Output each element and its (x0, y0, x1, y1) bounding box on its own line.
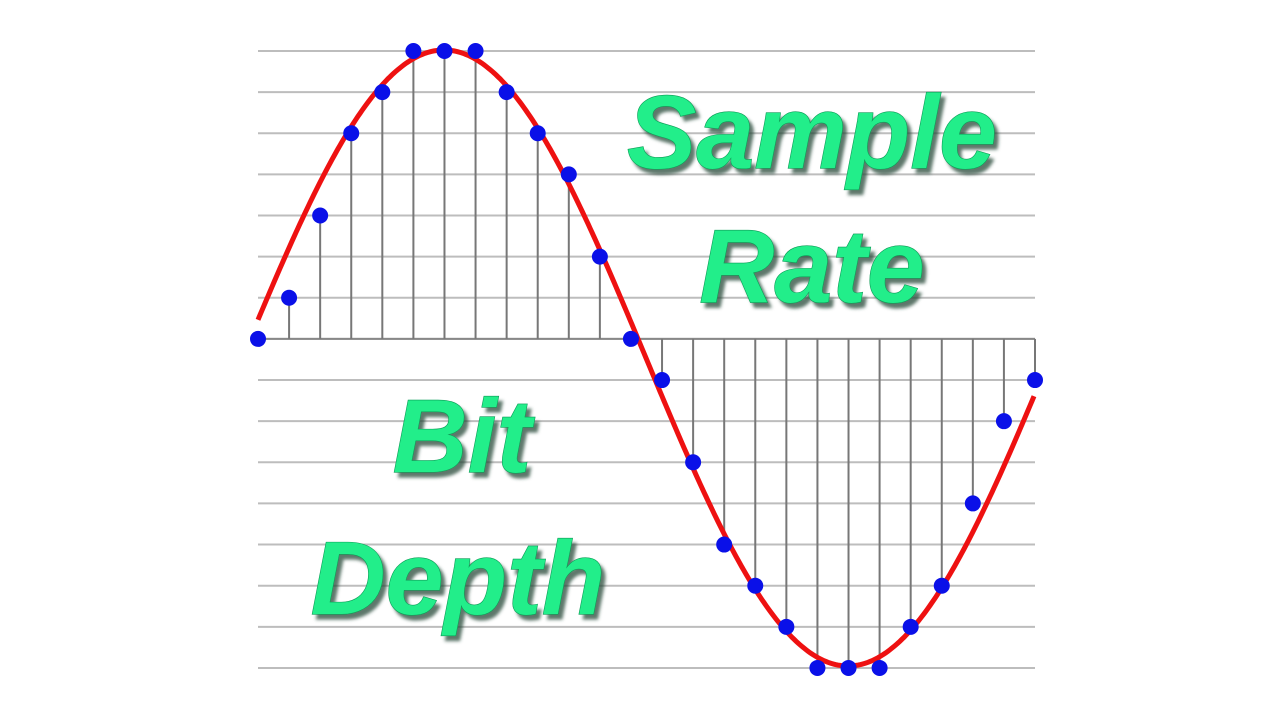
sample-dot (436, 43, 453, 59)
sample-dot (591, 248, 608, 265)
sample-dot (529, 125, 546, 142)
sample-dot (902, 618, 919, 635)
sample-dot (312, 207, 329, 224)
sine-wave (255, 47, 1037, 669)
label-depth: Depth (311, 521, 606, 637)
sample-dot (250, 330, 266, 347)
sample-dots (250, 43, 1043, 676)
sample-dot (716, 536, 733, 553)
label-bit: Bit (393, 379, 536, 495)
label-rate: Rate (699, 209, 924, 325)
sample-dot (685, 454, 702, 471)
sample-dot (871, 659, 888, 676)
sample-dot (622, 330, 639, 347)
sample-dot (778, 618, 795, 635)
sample-dot (747, 577, 764, 594)
sample-dot (995, 413, 1012, 430)
sample-dot (933, 577, 950, 594)
sample-stems (288, 51, 1036, 668)
sample-dot (840, 659, 857, 676)
label-sample: Sample (627, 75, 997, 191)
sample-dot (343, 125, 360, 142)
sample-dot (560, 166, 577, 183)
sample-dot (467, 43, 484, 59)
sample-dot (809, 659, 826, 676)
sample-dot (1027, 372, 1043, 389)
grid (258, 50, 1035, 669)
sample-dot (405, 43, 422, 59)
sample-dot (281, 289, 298, 306)
sample-dot (654, 372, 671, 389)
sample-dot (498, 84, 515, 101)
sample-dot (374, 84, 391, 101)
sample-dot (964, 495, 981, 512)
